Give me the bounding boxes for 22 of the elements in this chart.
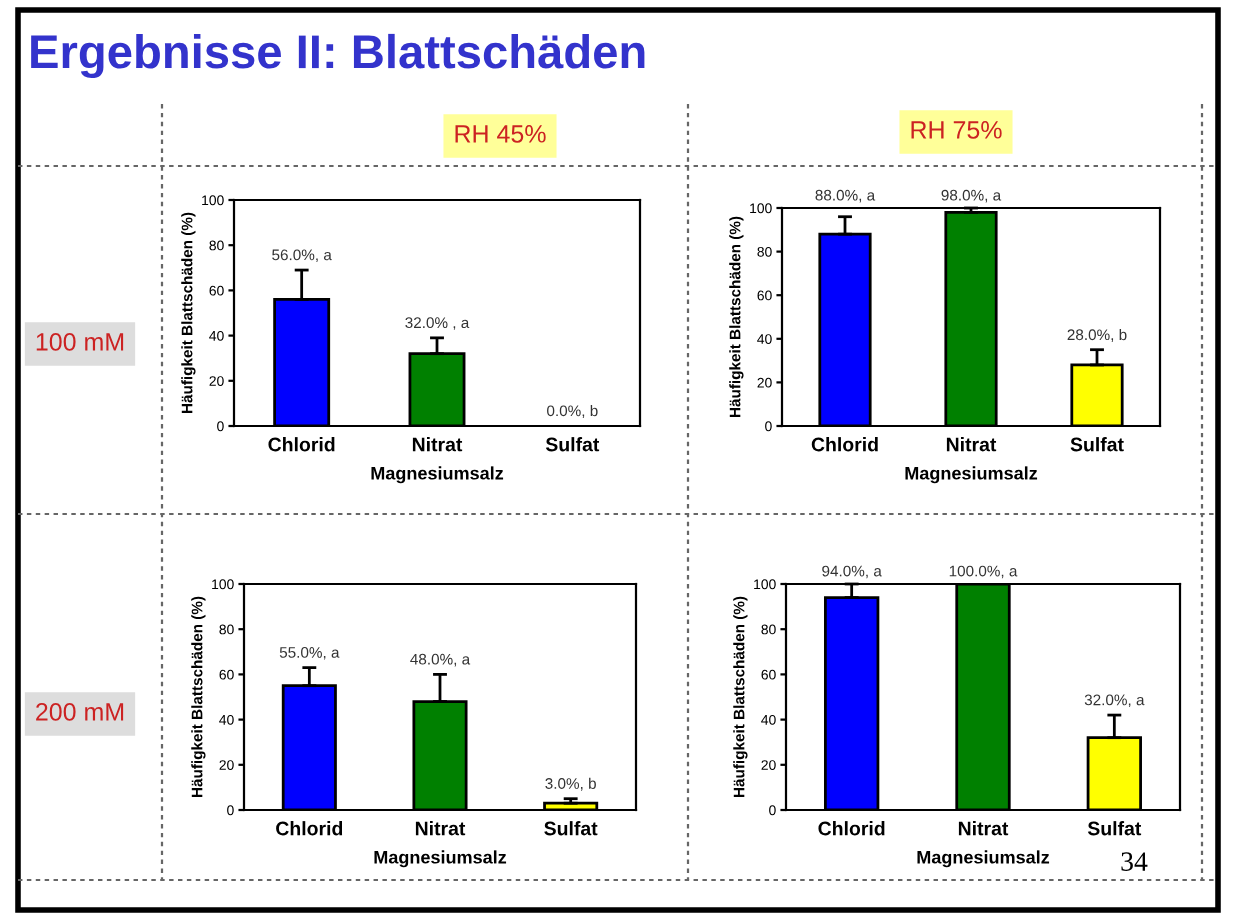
x-tick-label: Sulfat <box>544 821 598 836</box>
x-axis-title: Magnesiumsalz <box>371 466 504 484</box>
x-axis-title: Magnesiumsalz <box>905 466 1038 484</box>
text: 200 mM <box>36 703 124 721</box>
text: 34 <box>1121 852 1148 871</box>
x-axis-title: Magnesiumsalz <box>374 850 507 868</box>
x-tick-label: Nitrat <box>415 821 466 836</box>
x-tick-label: Nitrat <box>958 821 1009 836</box>
x-tick-label: Sulfat <box>545 437 600 452</box>
x-tick-label: Nitrat <box>946 437 997 452</box>
x-tick-label: Chlorid <box>268 437 335 452</box>
x-tick-label: Chlorid <box>276 821 343 836</box>
chart-title: Ergebnisse II: Blattschäden <box>31 33 645 79</box>
x-tick-label: Sulfat <box>1070 437 1124 452</box>
text: RH 75% <box>911 121 1002 139</box>
text: RH 45% <box>455 125 546 143</box>
text: 100 mM <box>36 333 124 351</box>
x-tick-label: Nitrat <box>412 437 463 452</box>
x-tick-label: Sulfat <box>1087 821 1142 836</box>
x-tick-label: Chlorid <box>811 437 878 452</box>
x-axis-title: Magnesiumsalz <box>917 850 1050 868</box>
x-tick-label: Chlorid <box>818 821 885 836</box>
